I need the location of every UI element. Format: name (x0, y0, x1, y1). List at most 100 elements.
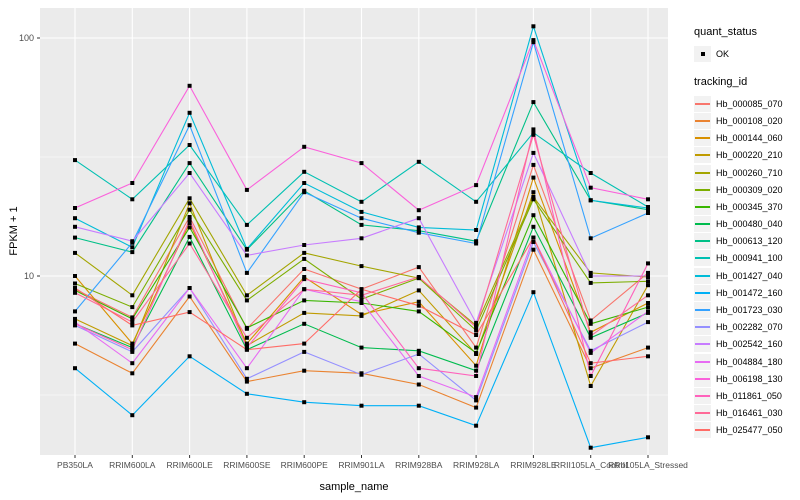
legend-entry-Hb_004884_180: Hb_004884_180 (694, 353, 798, 370)
legend-label: Hb_004884_180 (716, 356, 783, 367)
data-point-Hb_000613_120 (130, 250, 135, 255)
series-color-swatch (695, 429, 710, 432)
data-point-Hb_000220_210 (187, 201, 192, 206)
data-point-Hb_004884_180 (187, 286, 192, 290)
data-point-Hb_002542_160 (73, 224, 77, 229)
data-point-Hb_011861_050 (187, 217, 192, 222)
data-point-Hb_000309_020 (130, 305, 135, 310)
legend-entry-Hb_025477_050: Hb_025477_050 (694, 422, 798, 439)
data-point-Hb_016461_030 (244, 335, 249, 340)
legend-key-Hb_016461_030 (694, 405, 711, 422)
series-color-swatch (695, 137, 710, 140)
data-point-Hb_004884_180 (646, 309, 650, 314)
data-point-Hb_011861_050 (302, 277, 307, 282)
data-point-Hb_000144_060 (588, 330, 593, 335)
data-point-Hb_025477_050 (646, 354, 650, 359)
data-point-Hb_025477_050 (73, 286, 77, 290)
x-tick-label: RRII105LA_Control (554, 460, 628, 470)
data-point-Hb_011861_050 (73, 321, 77, 326)
data-point-Hb_004884_180 (244, 366, 249, 371)
data-point-Hb_011861_050 (531, 127, 536, 132)
series-color-swatch (695, 291, 710, 294)
data-point-Hb_000613_120 (359, 222, 364, 227)
data-point-Hb_000085_070 (531, 162, 536, 167)
legend-label: Hb_001427_040 (716, 270, 783, 281)
legend-entry-Hb_002542_160: Hb_002542_160 (694, 336, 798, 353)
data-point-Hb_016461_030 (187, 241, 192, 246)
legend-label: Hb_000144_060 (716, 133, 783, 144)
data-point-Hb_000108_020 (646, 345, 650, 350)
series-color-swatch (695, 274, 710, 277)
data-point-Hb_000345_370 (187, 225, 192, 230)
legend-label: Hb_000260_710 (716, 167, 783, 178)
legend-label: Hb_000941_100 (716, 253, 783, 264)
legend-items: Hb_000085_070 Hb_000108_020 Hb_000144_060 H… (694, 95, 798, 439)
series-color-swatch (695, 394, 710, 397)
legend-key-Hb_002542_160 (694, 336, 711, 353)
data-point-Hb_001472_160 (416, 403, 421, 408)
data-point-Hb_016461_030 (474, 325, 479, 330)
data-point-Hb_011861_050 (646, 261, 650, 266)
data-point-Hb_000941_100 (474, 199, 479, 204)
data-point-Hb_001472_160 (302, 400, 307, 405)
legend-title-tracking-id: tracking_id (694, 76, 748, 89)
legend-label: Hb_000345_370 (716, 201, 783, 212)
data-point-Hb_001723_030 (73, 309, 77, 314)
data-point-Hb_004884_180 (588, 350, 593, 355)
series-color-swatch (695, 102, 710, 105)
data-point-Hb_001427_040 (130, 245, 135, 250)
legend-label: Hb_000220_210 (716, 150, 783, 161)
legend-entry-Hb_001427_040: Hb_001427_040 (694, 267, 798, 284)
data-point-Hb_000260_710 (302, 250, 307, 255)
data-point-Hb_000613_120 (474, 239, 479, 244)
data-point-Hb_002542_160 (187, 171, 192, 175)
y-axis-title: FPKM + 1 (8, 206, 20, 256)
legend-entry-Hb_001472_160: Hb_001472_160 (694, 284, 798, 301)
data-point-Hb_000480_040 (416, 348, 421, 353)
data-point-Hb_001472_160 (130, 413, 135, 418)
legend-entry-Hb_000480_040: Hb_000480_040 (694, 216, 798, 233)
legend-label: Hb_016461_030 (716, 408, 783, 419)
data-point-Hb_000309_020 (474, 328, 479, 333)
data-point-Hb_001723_030 (474, 241, 479, 246)
data-point-Hb_001723_030 (302, 190, 307, 195)
data-point-Hb_000309_020 (646, 279, 650, 284)
legend-label: Hb_006198_130 (716, 373, 783, 384)
data-point-Hb_002282_070 (244, 376, 249, 381)
data-point-Hb_001427_040 (244, 246, 249, 251)
series-color-swatch (695, 377, 710, 380)
data-point-Hb_000085_070 (302, 267, 307, 271)
legend-label: Hb_000085_070 (716, 98, 783, 109)
legend-label: Hb_025477_050 (716, 425, 783, 436)
series-color-swatch (695, 205, 710, 208)
panel-background (40, 8, 668, 455)
data-point-Hb_001472_160 (187, 354, 192, 359)
data-point-Hb_000309_020 (359, 297, 364, 302)
data-point-Hb_000309_020 (187, 207, 192, 212)
data-point-Hb_016461_030 (588, 333, 593, 338)
data-point-Hb_000309_020 (302, 256, 307, 261)
data-point-Hb_001723_030 (646, 211, 650, 215)
legend-entry-Hb_000144_060: Hb_000144_060 (694, 130, 798, 147)
data-point-Hb_002542_160 (416, 216, 421, 221)
legend-label-ok: OK (716, 48, 730, 59)
data-point-Hb_025477_050 (359, 287, 364, 292)
data-point-Hb_002282_070 (302, 349, 307, 354)
data-point-Hb_016461_030 (416, 275, 421, 279)
data-point-Hb_011861_050 (588, 374, 593, 378)
data-point-Hb_000220_210 (416, 288, 421, 293)
data-point-Hb_001723_030 (359, 216, 364, 221)
data-point-Hb_000309_020 (531, 197, 536, 202)
data-point-Hb_000108_020 (416, 382, 421, 387)
legend-entry-Hb_000260_710: Hb_000260_710 (694, 164, 798, 181)
data-point-Hb_002282_070 (646, 320, 650, 325)
legend-label: Hb_001723_030 (716, 305, 783, 316)
data-point-Hb_000144_060 (302, 275, 307, 279)
data-point-Hb_000220_210 (531, 190, 536, 195)
data-point-Hb_001723_030 (588, 236, 593, 241)
data-point-Hb_025477_050 (531, 235, 536, 240)
data-point-Hb_001427_040 (646, 206, 650, 210)
data-point-Hb_000345_370 (588, 321, 593, 326)
data-point-Hb_000941_100 (359, 199, 364, 204)
